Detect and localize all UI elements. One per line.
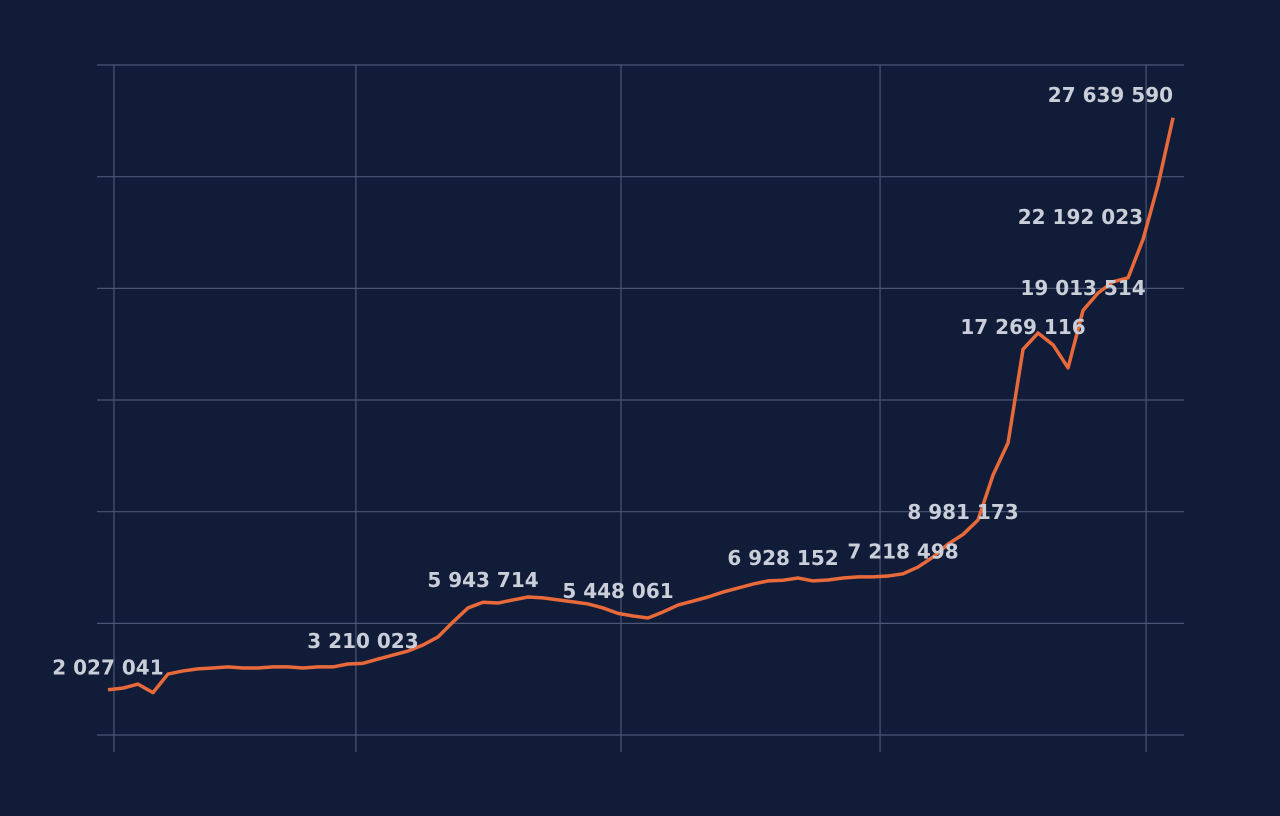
data-label: 17 269 116 bbox=[960, 315, 1085, 339]
data-label: 8 981 173 bbox=[907, 500, 1018, 524]
data-label: 6 928 152 bbox=[727, 546, 838, 570]
data-label: 19 013 514 bbox=[1020, 276, 1145, 300]
data-label: 3 210 023 bbox=[307, 629, 418, 653]
data-label: 27 639 590 bbox=[1048, 83, 1173, 107]
data-label: 22 192 023 bbox=[1018, 205, 1143, 229]
line-series bbox=[107, 117, 1175, 695]
data-label: 5 448 061 bbox=[562, 579, 673, 603]
data-label: 5 943 714 bbox=[427, 568, 538, 592]
data-label: 2 027 041 bbox=[52, 655, 163, 679]
data-label: 7 218 498 bbox=[847, 539, 958, 563]
